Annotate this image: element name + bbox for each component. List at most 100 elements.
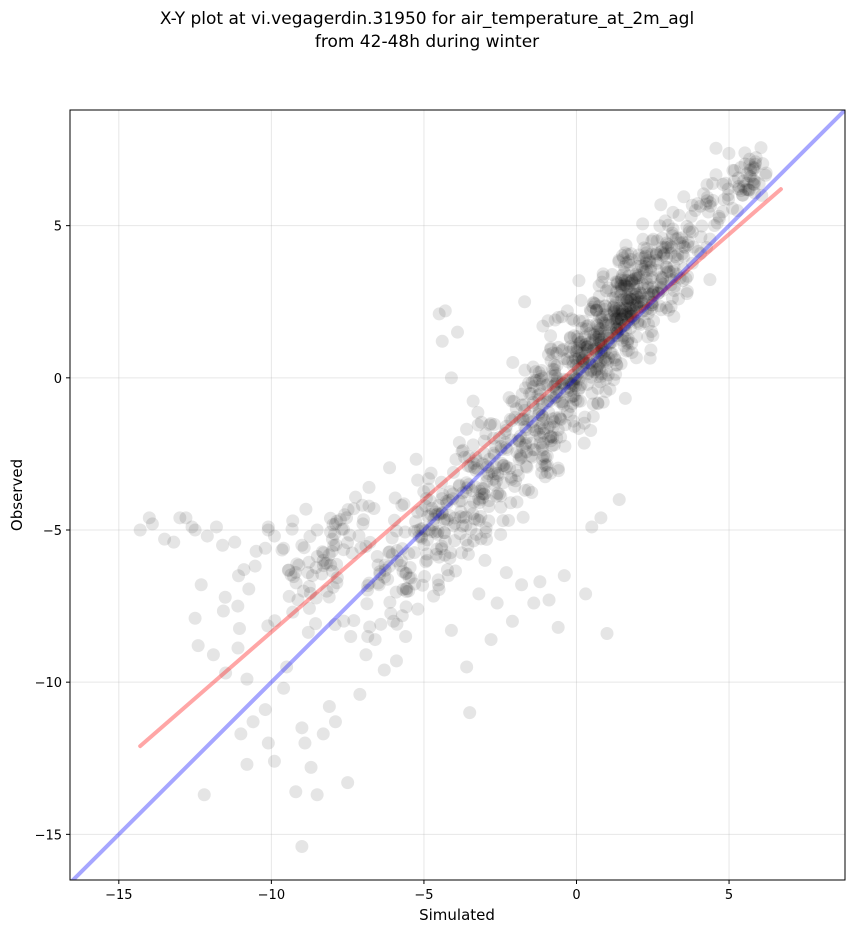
scatter-point <box>575 351 589 365</box>
scatter-point <box>668 279 682 293</box>
scatter-point <box>619 278 633 292</box>
scatter-point <box>582 356 596 370</box>
scatter-point <box>594 354 608 368</box>
scatter-point <box>480 532 494 546</box>
scatter-point <box>519 423 533 437</box>
scatter-point <box>533 421 547 435</box>
scatter-point <box>448 564 462 578</box>
scatter-point <box>399 600 413 614</box>
scatter-point <box>737 179 751 193</box>
scatter-point <box>511 468 525 482</box>
scatter-point <box>623 321 637 335</box>
scatter-point <box>416 578 430 592</box>
scatter-point <box>535 452 549 466</box>
scatter-point <box>580 340 594 354</box>
scatter-point <box>582 318 596 332</box>
scatter-point <box>455 546 469 560</box>
scatter-point <box>528 423 542 437</box>
scatter-point <box>446 492 460 506</box>
scatter-point <box>755 188 769 202</box>
scatter-point <box>553 410 567 424</box>
scatter-point <box>643 255 657 269</box>
scatter-point <box>296 584 310 598</box>
scatter-point <box>560 405 574 419</box>
scatter-point <box>536 371 550 385</box>
scatter-point <box>357 513 371 527</box>
scatter-point <box>428 505 442 519</box>
scatter-point <box>520 413 534 427</box>
scatter-point <box>665 291 679 305</box>
scatter-point <box>362 480 376 494</box>
scatter-point <box>234 727 248 741</box>
scatter-point <box>617 266 631 280</box>
scatter-point <box>477 434 491 448</box>
scatter-point <box>438 534 452 548</box>
scatter-point <box>607 304 621 318</box>
scatter-point <box>746 177 760 191</box>
scatter-point <box>499 441 513 455</box>
scatter-point <box>669 267 683 281</box>
scatter-point <box>579 322 593 336</box>
scatter-point <box>656 271 670 285</box>
scatter-point <box>397 497 411 511</box>
scatter-point <box>425 525 439 539</box>
scatter-point <box>479 525 493 539</box>
scatter-point <box>330 557 344 571</box>
scatter-point <box>565 312 579 326</box>
scatter-point <box>621 247 635 261</box>
scatter-point <box>328 517 342 531</box>
scatter-point <box>438 548 452 562</box>
scatter-point <box>459 533 473 547</box>
scatter-point <box>532 392 546 406</box>
scatter-point <box>145 517 159 531</box>
scatter-point <box>622 255 636 269</box>
scatter-point <box>537 422 551 436</box>
scatter-point <box>656 277 670 291</box>
scatter-point <box>316 546 330 560</box>
scatter-point <box>695 219 709 233</box>
scatter-point <box>712 209 726 223</box>
x-tick-label: −5 <box>414 888 433 903</box>
scatter-point <box>510 464 524 478</box>
scatter-point <box>400 582 414 596</box>
scatter-point <box>483 418 497 432</box>
scatter-point <box>533 436 547 450</box>
scatter-point <box>572 274 586 288</box>
scatter-point <box>536 426 550 440</box>
scatter-point <box>538 458 552 472</box>
scatter-point <box>302 579 316 593</box>
scatter-point <box>158 532 172 546</box>
scatter-point <box>636 232 650 246</box>
scatter-point <box>641 330 655 344</box>
scatter-point <box>616 251 630 265</box>
scatter-point <box>570 372 584 386</box>
scatter-point <box>320 584 334 598</box>
scatter-point <box>531 389 545 403</box>
scatter-point <box>507 394 521 408</box>
scatter-point <box>557 398 571 412</box>
scatter-point <box>442 493 456 507</box>
scatter-point <box>617 291 631 305</box>
scatter-point <box>494 489 508 503</box>
scatter-point <box>571 332 585 346</box>
scatter-point <box>638 260 652 274</box>
scatter-point <box>228 535 242 549</box>
scatter-point <box>598 299 612 313</box>
scatter-point <box>630 291 644 305</box>
scatter-point <box>610 322 624 336</box>
scatter-point <box>301 566 315 580</box>
scatter-point <box>661 218 675 232</box>
scatter-point <box>502 391 516 405</box>
scatter-point <box>510 445 524 459</box>
scatter-point <box>509 474 523 488</box>
scatter-point <box>545 369 559 383</box>
scatter-point <box>709 168 723 182</box>
scatter-point <box>261 736 275 750</box>
scatter-point <box>267 754 281 768</box>
scatter-point <box>731 171 745 185</box>
scatter-point <box>621 290 635 304</box>
scatter-point <box>605 346 619 360</box>
scatter-point <box>599 353 613 367</box>
scatter-point <box>587 296 601 310</box>
